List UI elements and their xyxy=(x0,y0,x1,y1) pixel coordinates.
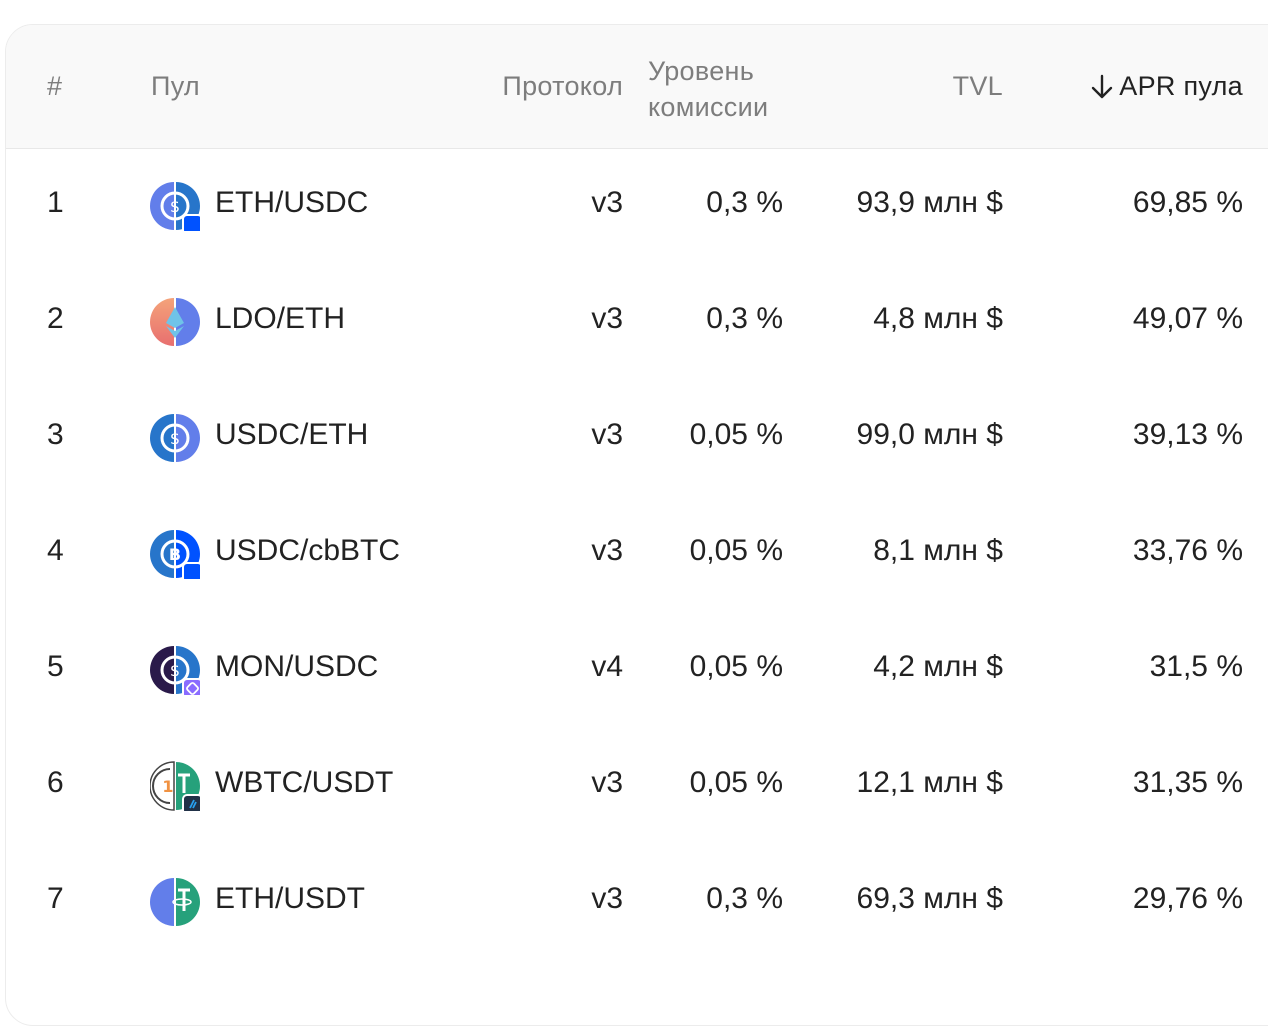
svg-text:$: $ xyxy=(170,429,180,448)
protocol-version: v4 xyxy=(591,650,623,683)
base-chain-badge xyxy=(182,214,200,231)
apr-value: 39,13 % xyxy=(1132,418,1243,451)
fee-tier: 0,05 % xyxy=(689,650,783,683)
fee-tier: 0,05 % xyxy=(689,766,783,799)
apr-value: 29,76 % xyxy=(1132,882,1243,915)
base-chain-badge xyxy=(182,562,200,579)
column-header-pool: Пул xyxy=(151,71,200,101)
row-rank: 5 xyxy=(47,650,64,683)
apr-value: 49,07 % xyxy=(1132,302,1243,335)
svg-text:$: $ xyxy=(170,197,180,216)
row-rank: 7 xyxy=(47,882,64,915)
pool-name[interactable]: LDO/ETH xyxy=(215,302,346,335)
apr-value: 69,85 % xyxy=(1132,186,1243,219)
fee-tier: 0,3 % xyxy=(706,186,783,219)
pool-name[interactable]: ETH/USDT xyxy=(215,882,365,915)
eth-usdc-icon: $ xyxy=(150,182,200,231)
pool-name[interactable]: WBTC/USDT xyxy=(215,766,394,799)
svg-text:B: B xyxy=(169,545,181,564)
column-header-rank: # xyxy=(47,71,63,101)
table-row[interactable]: 5 $ MON/USDC v4 0,05 % 4,2 млн $ 31,5 % xyxy=(6,612,1268,728)
apr-value: 33,76 % xyxy=(1132,534,1243,567)
tvl-value: 93,9 млн $ xyxy=(856,186,1003,219)
protocol-version: v3 xyxy=(591,766,623,799)
protocol-version: v3 xyxy=(591,302,623,335)
pool-name[interactable]: ETH/USDC xyxy=(215,186,369,219)
column-header-fee-tier: Уровень комиссии xyxy=(648,53,768,125)
table-row[interactable]: 2 LDO/ETH v3 0,3 % 4,8 млн $ 49,07 % xyxy=(6,264,1268,380)
apr-value: 31,5 % xyxy=(1149,650,1243,683)
tvl-value: 12,1 млн $ xyxy=(856,766,1003,799)
tvl-value: 69,3 млн $ xyxy=(856,882,1003,915)
protocol-version: v3 xyxy=(591,534,623,567)
tvl-value: 4,8 млн $ xyxy=(873,302,1003,335)
fee-tier: 0,05 % xyxy=(689,418,783,451)
mon-usdc-icon: $ xyxy=(150,646,200,695)
row-rank: 1 xyxy=(47,186,64,219)
column-header-protocol: Протокол xyxy=(502,71,623,101)
ldo-eth-icon xyxy=(150,298,200,346)
tvl-value: 8,1 млн $ xyxy=(873,534,1003,567)
row-rank: 4 xyxy=(47,534,64,567)
svg-text:$: $ xyxy=(170,661,180,680)
pool-name[interactable]: MON/USDC xyxy=(215,650,379,683)
usdc-eth-icon: $ xyxy=(150,414,200,462)
table-row[interactable]: 4 B USDC/cbBTC v3 0,05 % 8,1 млн $ 33,76… xyxy=(6,496,1268,612)
table-row[interactable]: 1 $ ETH/USDC v3 0,3 % 93,9 млн $ 69,85 % xyxy=(6,148,1268,264)
apr-value: 31,35 % xyxy=(1132,766,1243,799)
arrow-down-icon xyxy=(1092,74,1113,98)
pool-name[interactable]: USDC/cbBTC xyxy=(215,534,401,567)
wbtc-usdt-icon: 1 xyxy=(150,761,200,811)
fee-tier: 0,3 % xyxy=(706,302,783,335)
fee-header-line2: комиссии xyxy=(648,92,769,122)
column-header-apr-sort[interactable]: APR пула xyxy=(1091,71,1243,102)
svg-text:1: 1 xyxy=(162,777,173,796)
row-rank: 2 xyxy=(47,302,64,335)
fee-header-line1: Уровень xyxy=(648,56,755,86)
row-rank: 6 xyxy=(47,766,64,799)
usdc-cbbtc-icon: B xyxy=(150,530,200,579)
tvl-value: 4,2 млн $ xyxy=(873,650,1003,683)
fee-tier: 0,05 % xyxy=(689,534,783,567)
apr-header-label: APR пула xyxy=(1119,71,1243,101)
pools-table: # Пул Протокол Уровень комиссии TVL APR … xyxy=(5,24,1268,1026)
protocol-version: v3 xyxy=(591,882,623,915)
tvl-value: 99,0 млн $ xyxy=(856,418,1003,451)
protocol-version: v3 xyxy=(591,186,623,219)
eth-usdt-icon xyxy=(150,878,200,926)
pool-name[interactable]: USDC/ETH xyxy=(215,418,369,451)
fee-tier: 0,3 % xyxy=(706,882,783,915)
table-header: # Пул Протокол Уровень комиссии TVL APR … xyxy=(6,25,1268,149)
table-row[interactable]: 3 $ USDC/ETH v3 0,05 % 99,0 млн $ 39,13 … xyxy=(6,380,1268,496)
protocol-version: v3 xyxy=(591,418,623,451)
row-rank: 3 xyxy=(47,418,64,451)
table-row[interactable]: 7 ETH/USDT v3 0,3 % 69,3 млн $ 29,76 % xyxy=(6,844,1268,960)
table-row[interactable]: 6 1 WBTC/USDT v3 0,05 % 12,1 млн $ 31,35… xyxy=(6,728,1268,844)
column-header-tvl[interactable]: TVL xyxy=(952,71,1003,101)
